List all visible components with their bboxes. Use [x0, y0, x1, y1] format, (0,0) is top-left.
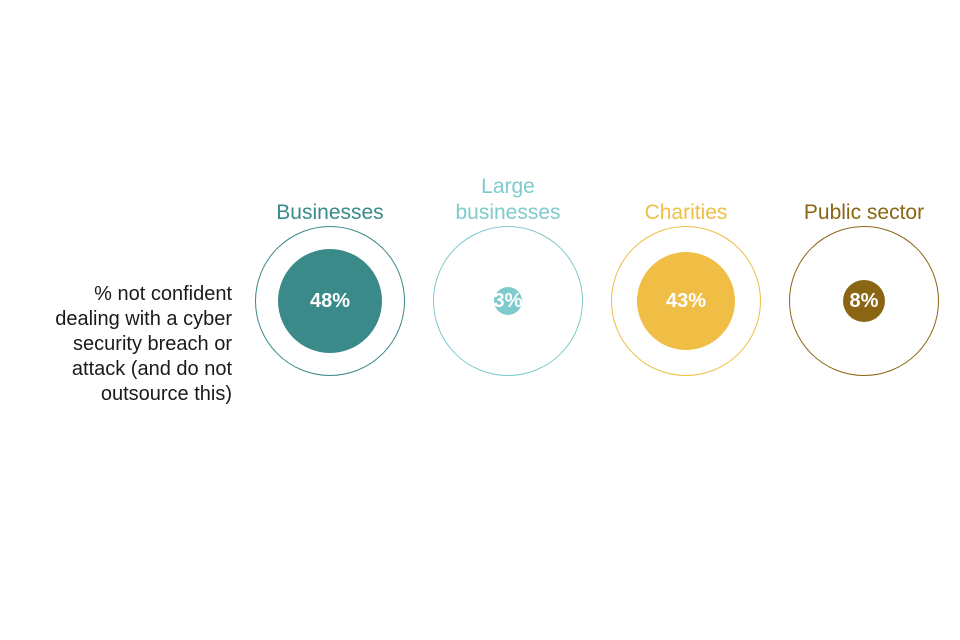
value-label: 43%	[665, 290, 707, 312]
category-charities: Charities 43%	[596, 96, 776, 416]
value-bubble	[636, 251, 736, 351]
category-ring	[789, 226, 939, 376]
category-businesses: Businesses 48%	[240, 96, 420, 416]
category-label: Businesses	[276, 201, 384, 224]
category-large-businesses: Large businesses 3%	[418, 96, 598, 416]
category-ring	[611, 226, 761, 376]
value-label: 8%	[849, 290, 879, 312]
category-label: Charities	[644, 201, 728, 224]
category-label: Public sector	[803, 201, 925, 224]
value-label: 48%	[309, 290, 351, 312]
value-bubble	[842, 279, 886, 323]
category-label: Large businesses	[455, 175, 561, 224]
value-bubble	[278, 249, 382, 353]
category-ring	[433, 226, 583, 376]
row-label: % not confident dealing with a cyber sec…	[55, 283, 232, 405]
category-ring	[255, 226, 405, 376]
value-bubble	[494, 287, 522, 315]
value-label: 3%	[493, 290, 523, 312]
category-public-sector: Public sector 8%	[774, 96, 954, 416]
